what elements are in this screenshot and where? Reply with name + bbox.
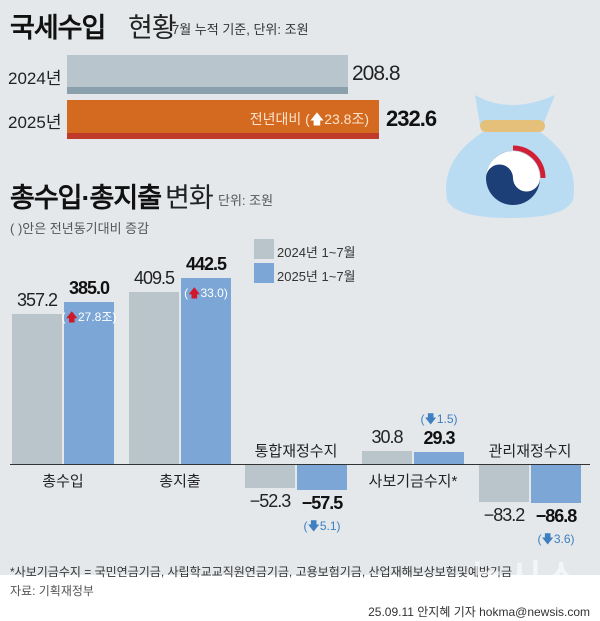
value-2024: 208.8 xyxy=(352,62,401,85)
category-label: 총수입 xyxy=(42,473,84,490)
change-label: (🡇3.6) xyxy=(537,532,575,547)
arrow-down-icon: 🡇 xyxy=(541,532,554,547)
title-note: 7월 누적 기준, 단위: 조원 xyxy=(172,22,309,37)
bar-value-label: 385.0 xyxy=(68,278,110,299)
bar-2024 xyxy=(362,451,412,464)
watermark: 뉴시스 xyxy=(470,559,581,601)
bar-2025 xyxy=(414,451,464,464)
bar-value-label: −86.8 xyxy=(535,506,578,527)
year-2025-label: 2025년 xyxy=(8,113,62,132)
money-bag-icon xyxy=(446,95,575,218)
category-label: 관리재정수지 xyxy=(488,443,572,460)
arrow-up-icon: 🡅 xyxy=(188,286,201,301)
section2-note: ( )안은 전년동기대비 증감 xyxy=(10,221,150,236)
category-label: 총지출 xyxy=(159,473,201,490)
title: 국세수입 xyxy=(10,13,106,43)
credit: 25.09.11 안지혜 기자 hokma@newsis.com xyxy=(368,605,590,619)
bar-value-label: −83.2 xyxy=(483,504,526,525)
legend-2025: 2025년 1~7월 xyxy=(277,269,356,284)
bar-value-label: 442.5 xyxy=(185,254,227,275)
bar-value-label: 409.5 xyxy=(133,268,175,288)
legend-2024: 2024년 1~7월 xyxy=(277,245,356,260)
source: 자료: 기획재정부 xyxy=(10,584,94,598)
category-label: 통합재정수지 xyxy=(254,443,338,460)
bar-2024 xyxy=(245,465,295,488)
bar-2024 xyxy=(129,292,179,464)
bar-value-label: −57.5 xyxy=(301,493,344,514)
change-label: (🡅33.0) xyxy=(184,286,228,301)
title-light: 현황 xyxy=(128,13,177,43)
legend-swatch-2025 xyxy=(254,263,274,283)
arrow-up-icon: 🡅 xyxy=(65,310,78,325)
value-2025: 232.6 xyxy=(386,106,437,131)
change-label: (🡇1.5) xyxy=(420,411,458,426)
bar-value-label: 357.2 xyxy=(16,289,58,310)
arrow-down-icon: 🡇 xyxy=(424,411,437,426)
bar-2025 xyxy=(64,302,114,464)
section2-title-light: 변화 xyxy=(165,183,214,213)
bar-value-label: −52.3 xyxy=(249,491,292,511)
bar-value-label: 29.3 xyxy=(423,427,455,448)
change-label: (🡇5.1) xyxy=(303,519,341,534)
arrow-up-icon: 🡅 xyxy=(309,111,325,127)
bar-2024 xyxy=(67,55,348,94)
legend-swatch-2024 xyxy=(254,239,274,259)
bar-2025 xyxy=(531,465,581,504)
bar-2025 xyxy=(297,465,347,491)
change-label: (🡅27.8조) xyxy=(61,310,117,325)
footnote: *사보기금수지 = 국민연금기금, 사립학교교직원연금기금, 고용보험기금, 산… xyxy=(10,565,513,579)
arrow-down-icon: 🡇 xyxy=(307,519,320,534)
baseline xyxy=(10,464,590,465)
category-label: 사보기금수지* xyxy=(368,473,458,490)
bar-2024 xyxy=(12,313,62,464)
bar-chart: 357.2 385.0 (🡅27.8조) 총수입 409.5 442.5 (🡅33.0) 총지… xyxy=(12,254,581,547)
section2-title: 총수입·총지출 xyxy=(10,183,162,213)
bar-value-label: 30.8 xyxy=(371,427,403,448)
bar-2024 xyxy=(479,465,529,502)
bar-2025: 전년대비 (🡅23.8조) xyxy=(67,100,379,139)
section2-unit: 단위: 조원 xyxy=(218,193,274,208)
year-2024-label: 2024년 xyxy=(8,69,62,88)
bar-2025 xyxy=(181,278,231,464)
change-label: 전년대비 (🡅23.8조) xyxy=(249,111,369,127)
